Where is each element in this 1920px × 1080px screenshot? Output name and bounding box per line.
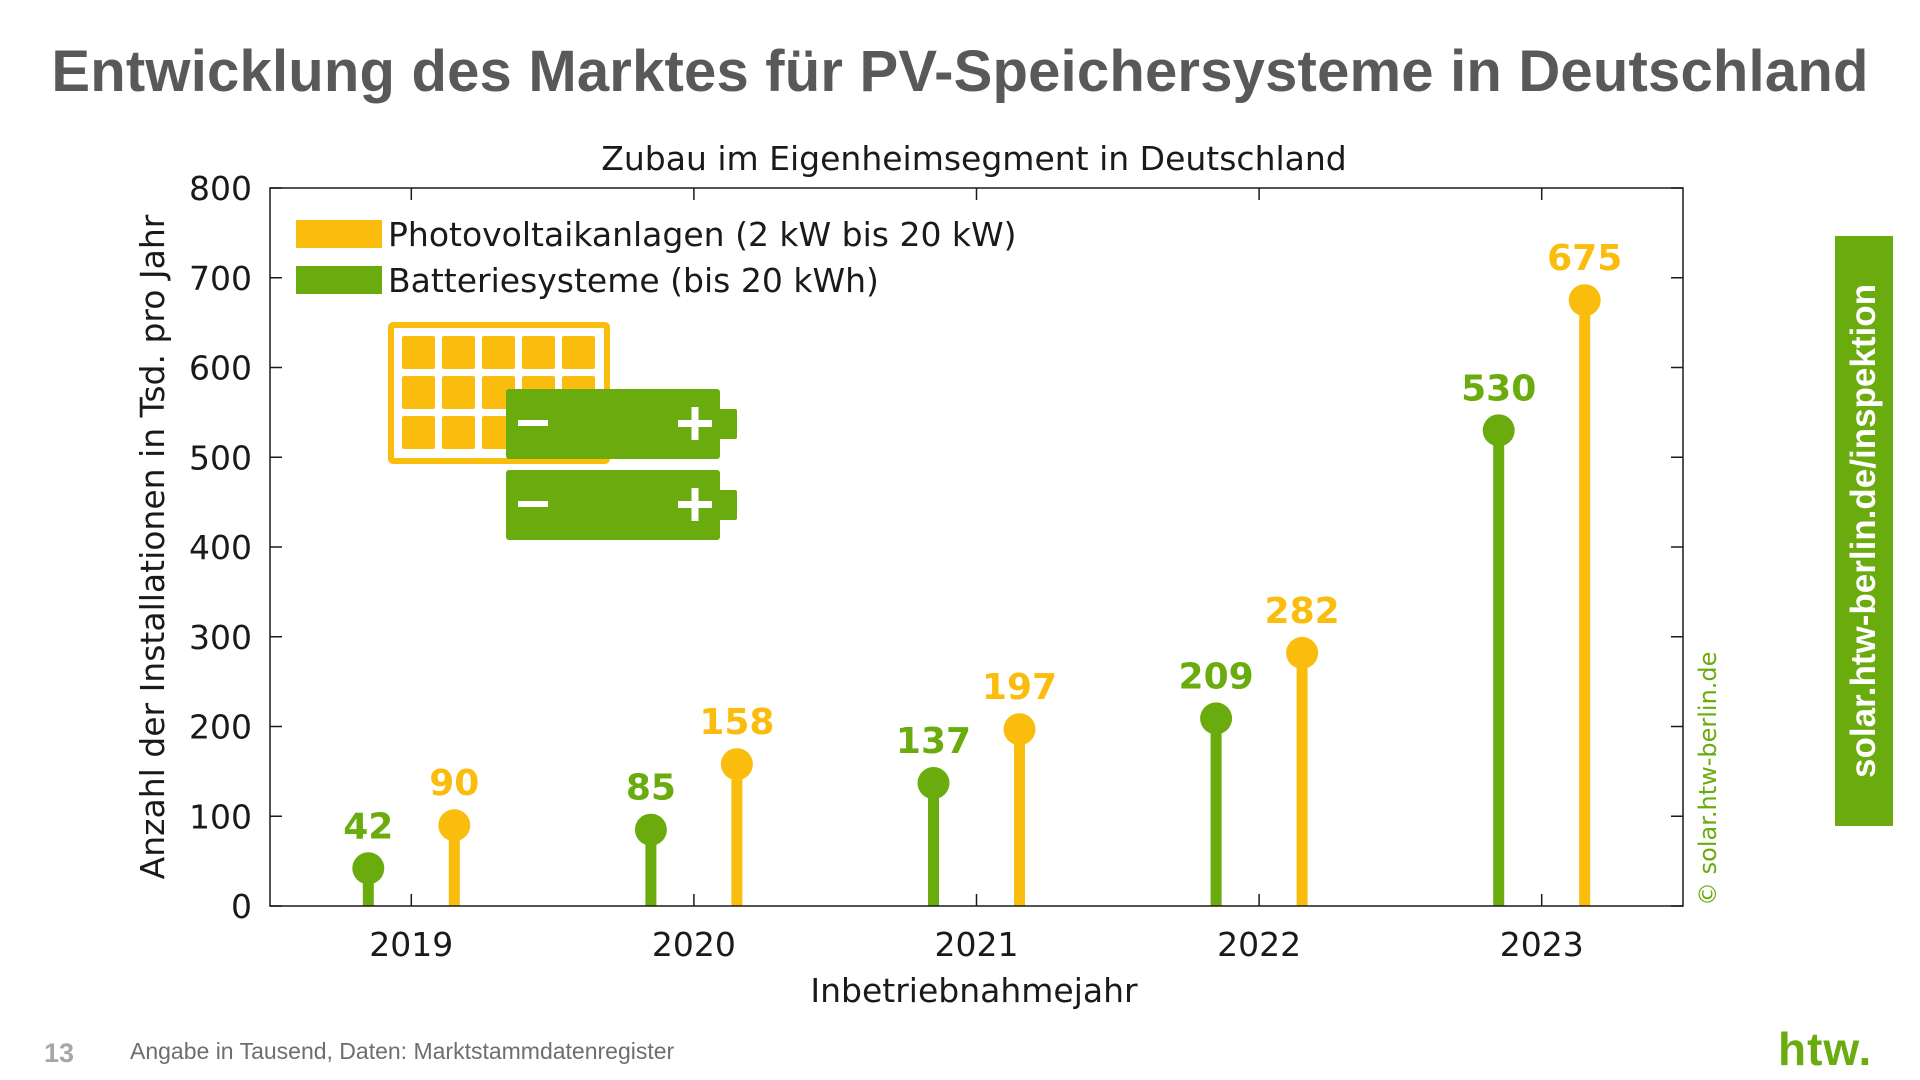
lollipop-point: [1286, 636, 1319, 669]
legend: Photovoltaikanlagen (2 kW bis 20 kW) Batt…: [296, 215, 1017, 300]
page-number: 13: [44, 1038, 75, 1068]
x-tick-label: 2019: [369, 925, 453, 964]
x-axis-label: Inbetriebnahmejahr: [810, 971, 1138, 1010]
data-label: 42: [343, 806, 393, 847]
y-axis: 0 100 200 300 400 500 600 700 800: [189, 169, 1683, 926]
y-tick-label: 700: [189, 259, 252, 298]
y-tick-label: 200: [189, 708, 252, 747]
lollipop-point: [720, 748, 753, 781]
x-tick-label: 2020: [652, 925, 736, 964]
battery-icon: [506, 470, 737, 540]
lollipop-point: [352, 852, 385, 885]
lollipop-point: [1003, 713, 1036, 746]
data-label: 530: [1461, 368, 1536, 409]
source-note: Angabe in Tausend, Daten: Marktstammdate…: [130, 1038, 675, 1064]
data-label: 197: [982, 667, 1057, 708]
lollipop-point: [1482, 414, 1515, 447]
copyright-watermark: © solar.htw-berlin.de: [1694, 652, 1722, 906]
data-label: 675: [1547, 238, 1622, 279]
data-label: 85: [626, 768, 676, 809]
legend-label: Photovoltaikanlagen (2 kW bis 20 kW): [388, 215, 1017, 254]
data-label: 90: [429, 763, 479, 804]
legend-label: Batteriesysteme (bis 20 kWh): [388, 261, 879, 300]
data-label: 209: [1179, 656, 1254, 697]
side-banner-text: solar.htw-berlin.de/inspektion: [1844, 284, 1883, 778]
data-label: 158: [699, 702, 774, 743]
x-tick-label: 2021: [935, 925, 1019, 964]
chart-title: Zubau im Eigenheimsegment in Deutschland: [601, 139, 1347, 178]
data-label: 282: [1265, 591, 1340, 632]
y-axis-label: Anzahl der Installationen in Tsd. pro Ja…: [133, 214, 172, 879]
x-tick-label: 2022: [1217, 925, 1301, 964]
y-tick-label: 600: [189, 349, 252, 388]
lollipop-point: [634, 813, 667, 846]
lollipop-point: [1200, 702, 1233, 735]
lollipop-point: [438, 809, 471, 842]
lollipop-point: [917, 767, 950, 800]
plot-frame: [269, 187, 1684, 907]
y-tick-label: 0: [231, 887, 252, 926]
pv-battery-icon: [388, 322, 737, 540]
data-label: 137: [896, 721, 971, 762]
side-banner: solar.htw-berlin.de/inspektion: [1835, 236, 1893, 826]
lollipop-point: [1568, 284, 1601, 317]
y-tick-label: 400: [189, 528, 252, 567]
data-marks: 42 85 137 209 530 90 158 197 282 675: [343, 238, 1622, 906]
legend-swatch: [296, 220, 382, 248]
x-axis: 2019 2020 2021 2022 2023: [369, 188, 1584, 964]
y-tick-label: 100: [189, 797, 252, 836]
battery-icon: [506, 389, 737, 459]
page-title: Entwicklung des Marktes für PV-Speichers…: [51, 39, 1869, 104]
y-tick-label: 800: [189, 169, 252, 208]
y-tick-label: 300: [189, 618, 252, 657]
htw-logo: htw.: [1778, 1023, 1873, 1075]
x-tick-label: 2023: [1500, 925, 1584, 964]
y-tick-label: 500: [189, 438, 252, 477]
legend-swatch: [296, 266, 382, 294]
